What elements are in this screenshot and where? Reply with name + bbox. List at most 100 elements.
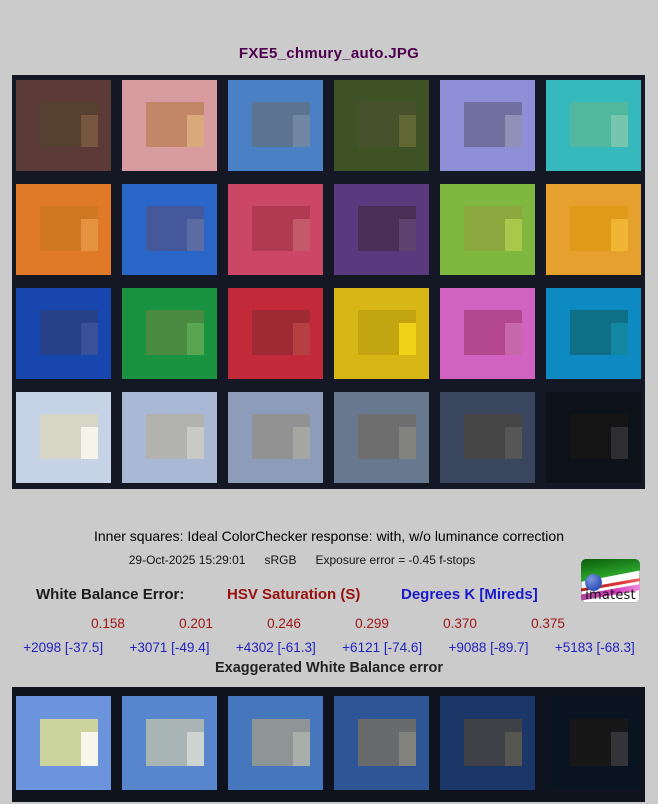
ideal-response-with-lum-correction [39, 205, 98, 252]
ideal-response-without-lum-correction [399, 731, 416, 766]
ideal-response-without-lum-correction [505, 218, 522, 252]
ideal-response-without-lum-correction [399, 426, 416, 460]
colorchecker-patch-20 [122, 392, 217, 483]
ideal-response-with-lum-correction [145, 413, 204, 460]
ideal-response-with-lum-correction [251, 309, 310, 356]
ideal-response-with-lum-correction [39, 309, 98, 356]
ideal-response-without-lum-correction [81, 322, 98, 356]
ideal-response-without-lum-correction [611, 322, 628, 356]
ideal-response-without-lum-correction [399, 218, 416, 252]
ideal-response-with-lum-correction [569, 718, 628, 766]
exaggerated-patch-3 [228, 696, 323, 790]
colorchecker-patch-17 [440, 288, 535, 379]
ideal-response-with-lum-correction [357, 101, 416, 148]
ideal-response-without-lum-correction [293, 218, 310, 252]
colorchecker-patch-11 [440, 184, 535, 275]
imatest-logo-text: imatest [585, 588, 636, 603]
colorchecker-patch-6 [546, 80, 641, 171]
ideal-response-with-lum-correction [357, 309, 416, 356]
ideal-response-without-lum-correction [81, 731, 98, 766]
ideal-response-with-lum-correction [39, 413, 98, 460]
ideal-response-without-lum-correction [187, 322, 204, 356]
kelvin-mireds-values-row: +2098 [-37.5] +3071 [-49.4] +4302 [-61.3] +… [10, 640, 648, 655]
ideal-response-with-lum-correction [145, 205, 204, 252]
ideal-response-with-lum-correction [145, 309, 204, 356]
exaggerated-wb-title: Exaggerated White Balance error [214, 660, 444, 676]
colorchecker-grid [12, 75, 645, 489]
page-title: FXE5_chmury_auto.JPG [238, 45, 420, 62]
ideal-response-without-lum-correction [81, 218, 98, 252]
colorchecker-patch-16 [334, 288, 429, 379]
colorchecker-patch-24 [546, 392, 641, 483]
ideal-response-without-lum-correction [293, 114, 310, 148]
ideal-response-with-lum-correction [357, 718, 416, 766]
ideal-response-without-lum-correction [505, 114, 522, 148]
colorchecker-patch-10 [334, 184, 429, 275]
kelvin-mireds-value: +6121 [-74.6] [342, 640, 423, 655]
analysis-meta-row: 29-Oct-2025 15:29:01 sRGB Exposure error… [0, 553, 631, 567]
white-balance-error-label: White Balance Error: [36, 586, 185, 603]
ideal-response-without-lum-correction [187, 731, 204, 766]
exaggerated-patch-1 [16, 696, 111, 790]
colorchecker-patch-3 [228, 80, 323, 171]
ideal-response-without-lum-correction [611, 218, 628, 252]
saturation-value: 0.375 [531, 616, 565, 631]
exaggerated-patch-4 [334, 696, 429, 790]
ideal-response-without-lum-correction [187, 218, 204, 252]
ideal-response-with-lum-correction [463, 101, 522, 148]
imatest-logo-dot [585, 574, 602, 591]
exaggerated-patch-5 [440, 696, 535, 790]
colorchecker-patch-15 [228, 288, 323, 379]
colorchecker-patch-9 [228, 184, 323, 275]
ideal-response-with-lum-correction [569, 205, 628, 252]
kelvin-mireds-value: +5183 [-68.3] [554, 640, 635, 655]
timestamp: 29-Oct-2025 15:29:01 [128, 553, 246, 567]
exposure-error: Exposure error = -0.45 f-stops [315, 553, 476, 567]
ideal-response-with-lum-correction [145, 101, 204, 148]
ideal-response-without-lum-correction [505, 426, 522, 460]
ideal-response-with-lum-correction [569, 413, 628, 460]
imatest-logo: imatest [581, 559, 640, 603]
colorchecker-patch-7 [16, 184, 111, 275]
ideal-response-with-lum-correction [251, 101, 310, 148]
kelvin-mireds-value: +3071 [-49.4] [129, 640, 210, 655]
ideal-response-without-lum-correction [293, 426, 310, 460]
colorchecker-patch-1 [16, 80, 111, 171]
colorchecker-patch-21 [228, 392, 323, 483]
kelvin-mireds-value: +4302 [-61.3] [235, 640, 316, 655]
colorchecker-patch-19 [16, 392, 111, 483]
ideal-response-with-lum-correction [251, 718, 310, 766]
ideal-response-without-lum-correction [399, 322, 416, 356]
saturation-value: 0.158 [91, 616, 125, 631]
ideal-response-with-lum-correction [145, 718, 204, 766]
colorchecker-patch-23 [440, 392, 535, 483]
saturation-value: 0.299 [355, 616, 389, 631]
colorchecker-patch-4 [334, 80, 429, 171]
kelvin-mireds-value: +9088 [-89.7] [448, 640, 529, 655]
ideal-response-with-lum-correction [463, 205, 522, 252]
ideal-response-with-lum-correction [569, 101, 628, 148]
colorchecker-patch-5 [440, 80, 535, 171]
ideal-response-without-lum-correction [611, 114, 628, 148]
ideal-response-without-lum-correction [293, 731, 310, 766]
ideal-response-with-lum-correction [357, 413, 416, 460]
ideal-response-with-lum-correction [251, 413, 310, 460]
ideal-response-without-lum-correction [293, 322, 310, 356]
saturation-value: 0.370 [443, 616, 477, 631]
exaggerated-wb-grid [12, 687, 645, 802]
ideal-response-without-lum-correction [81, 114, 98, 148]
saturation-value: 0.246 [267, 616, 301, 631]
colorchecker-patch-22 [334, 392, 429, 483]
ideal-response-without-lum-correction [611, 426, 628, 460]
ideal-response-with-lum-correction [569, 309, 628, 356]
colorchecker-patch-14 [122, 288, 217, 379]
ideal-response-without-lum-correction [505, 322, 522, 356]
colorchecker-patch-12 [546, 184, 641, 275]
colorchecker-patch-8 [122, 184, 217, 275]
ideal-response-without-lum-correction [81, 426, 98, 460]
degrees-k-mireds-label: Degrees K [Mireds] [401, 586, 538, 603]
kelvin-mireds-value: +2098 [-37.5] [23, 640, 104, 655]
ideal-response-with-lum-correction [357, 205, 416, 252]
inner-squares-caption: Inner squares: Ideal ColorChecker respon… [93, 528, 564, 544]
